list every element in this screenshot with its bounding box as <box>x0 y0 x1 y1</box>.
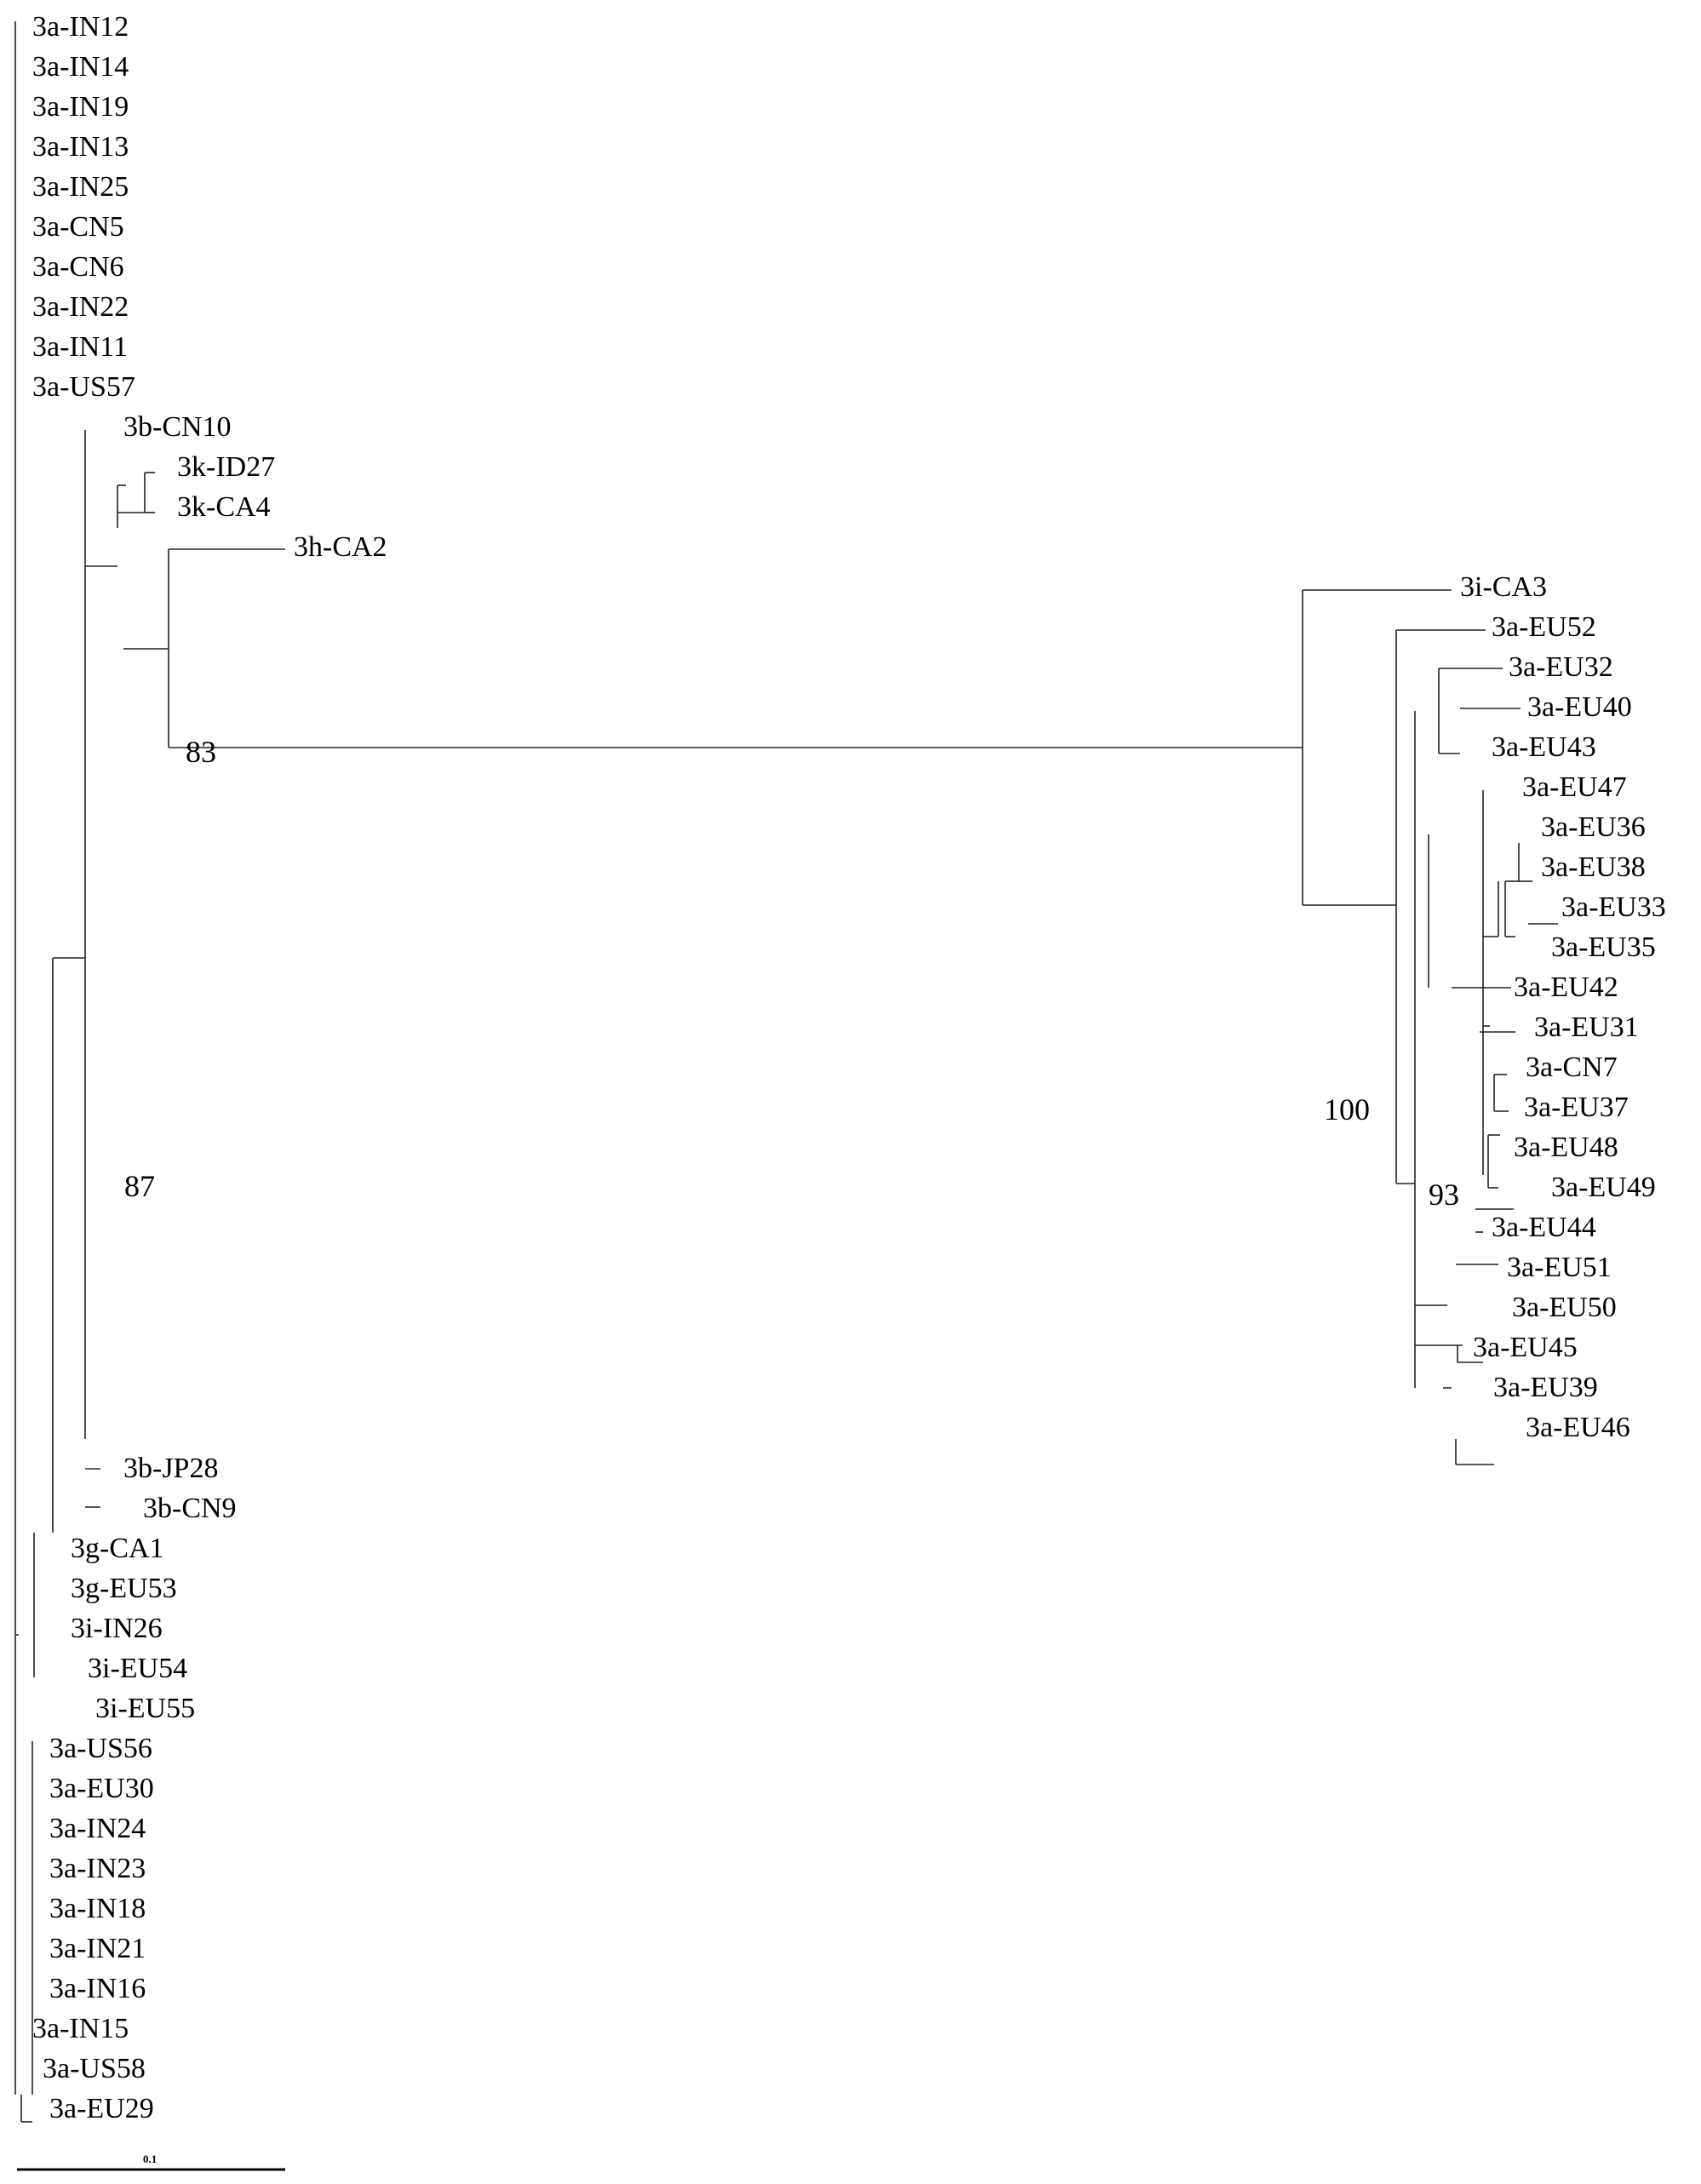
bootstrap-values: 83 100 87 93 <box>124 735 1459 1212</box>
taxon-label: 3a-IN19 <box>32 91 129 123</box>
scale-bar: 0.1 <box>17 2152 285 2171</box>
taxon-label: 3a-EU40 <box>1527 691 1632 723</box>
taxon-label: 3a-EU45 <box>1473 1332 1578 1363</box>
taxon-label: 3a-EU39 <box>1493 1372 1598 1403</box>
taxon-label: 3g-CA1 <box>71 1533 164 1564</box>
taxon-label: 3a-IN23 <box>49 1853 146 1884</box>
taxon-label: 3a-EU37 <box>1524 1092 1629 1123</box>
bootstrap-value: 100 <box>1324 1092 1370 1126</box>
taxon-label: 3b-CN10 <box>123 411 232 443</box>
taxon-labels: 3a-IN12 3a-IN14 3a-IN19 3a-IN13 3a-IN25 3a-CN… <box>32 11 1666 2124</box>
taxon-label: 3h-CA2 <box>294 531 387 563</box>
taxon-label: 3a-EU30 <box>49 1773 154 1804</box>
taxon-label: 3a-EU46 <box>1526 1412 1630 1443</box>
taxon-label: 3a-IN16 <box>49 1973 146 2004</box>
bootstrap-value: 87 <box>124 1169 155 1203</box>
taxon-label: 3b-CN9 <box>143 1493 237 1524</box>
taxon-label: 3a-EU50 <box>1512 1292 1617 1323</box>
taxon-label: 3a-EU33 <box>1561 891 1666 923</box>
taxon-label: 3a-EU48 <box>1514 1132 1618 1163</box>
taxon-label: 3a-IN15 <box>32 2013 129 2044</box>
taxon-label: 3a-EU29 <box>49 2093 154 2124</box>
taxon-label: 3i-CA3 <box>1460 571 1547 603</box>
taxon-label: 3b-JP28 <box>123 1453 218 1484</box>
tree-branches <box>14 21 1558 2123</box>
taxon-label: 3a-IN14 <box>32 51 129 83</box>
taxon-label: 3i-EU55 <box>95 1693 195 1724</box>
taxon-label: 3k-ID27 <box>177 451 275 483</box>
taxon-label: 3i-IN26 <box>71 1613 163 1644</box>
taxon-label: 3a-EU38 <box>1541 851 1646 883</box>
taxon-label: 3a-EU44 <box>1492 1212 1596 1243</box>
taxon-label: 3a-EU43 <box>1492 731 1596 763</box>
taxon-label: 3a-CN5 <box>32 211 124 243</box>
taxon-label: 3a-US57 <box>32 371 135 403</box>
taxon-label: 3a-EU49 <box>1551 1172 1656 1203</box>
taxon-label: 3i-EU54 <box>88 1653 187 1684</box>
taxon-label: 3a-EU31 <box>1534 1012 1639 1043</box>
taxon-label: 3a-US58 <box>43 2053 146 2084</box>
taxon-label: 3a-EU52 <box>1492 611 1596 643</box>
taxon-label: 3a-EU36 <box>1541 811 1646 843</box>
taxon-label: 3a-IN11 <box>32 331 128 363</box>
taxon-label: 3a-IN18 <box>49 1893 146 1924</box>
taxon-label: 3a-IN22 <box>32 291 129 323</box>
taxon-label: 3a-EU42 <box>1514 972 1618 1003</box>
taxon-label: 3a-CN7 <box>1526 1052 1618 1083</box>
taxon-label: 3a-EU32 <box>1509 651 1613 683</box>
bootstrap-value: 93 <box>1429 1178 1459 1212</box>
taxon-label: 3a-IN21 <box>49 1933 146 1964</box>
taxon-label: 3a-EU51 <box>1507 1252 1612 1283</box>
taxon-label: 3a-IN12 <box>32 11 129 43</box>
taxon-label: 3a-IN13 <box>32 131 129 163</box>
taxon-label: 3k-CA4 <box>177 491 271 523</box>
bootstrap-value: 83 <box>186 735 216 769</box>
scale-bar-label: 0.1 <box>143 2152 157 2165</box>
taxon-label: 3a-US56 <box>49 1733 152 1764</box>
taxon-label: 3a-EU47 <box>1522 771 1627 803</box>
taxon-label: 3g-EU53 <box>71 1573 177 1604</box>
taxon-label: 3a-IN24 <box>49 1813 146 1844</box>
taxon-label: 3a-CN6 <box>32 251 124 283</box>
taxon-label: 3a-IN25 <box>32 171 129 203</box>
taxon-label: 3a-EU35 <box>1551 931 1656 963</box>
